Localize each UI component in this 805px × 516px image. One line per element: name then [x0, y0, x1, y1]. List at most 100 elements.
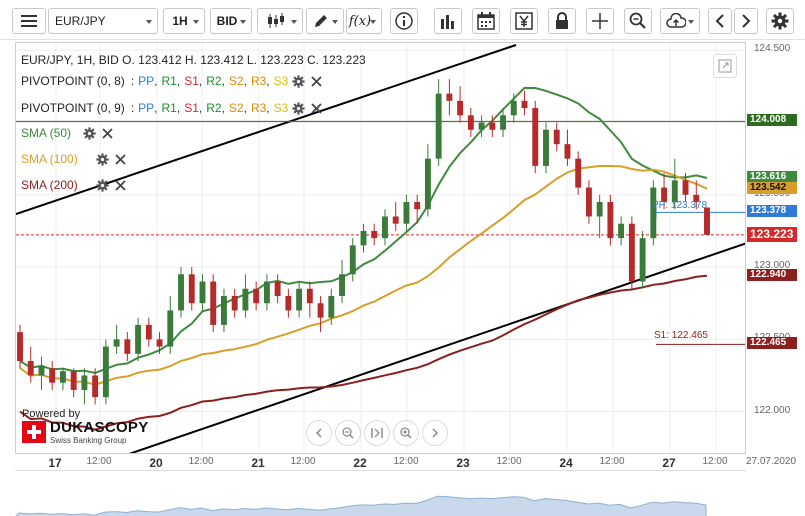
time-label: 23 — [456, 456, 470, 470]
scroll-right-button[interactable] — [734, 8, 758, 34]
candle-body — [628, 223, 635, 282]
pivot-level-separator: , — [198, 74, 203, 88]
sma-legend-row[interactable]: SMA (100) — [21, 151, 126, 167]
candle-body — [607, 202, 614, 239]
sma-legend-row[interactable]: SMA (200) — [21, 177, 126, 193]
candle-body — [403, 202, 410, 224]
side-selector[interactable]: BID — [210, 8, 252, 34]
candle-body — [682, 180, 689, 195]
price-tick-label: 124.500 — [754, 43, 791, 55]
candle-body — [145, 324, 152, 340]
lock-button[interactable] — [548, 8, 576, 34]
candles — [17, 79, 710, 405]
crosshair-button[interactable] — [586, 8, 614, 34]
candle — [70, 368, 77, 398]
zoom-button[interactable] — [624, 8, 652, 34]
pivot-level-name: R2 — [206, 101, 222, 115]
candle-body — [156, 339, 163, 347]
hamburger-icon — [21, 15, 37, 27]
settings-button[interactable] — [766, 8, 794, 34]
candle-body — [704, 207, 710, 235]
candle-body — [135, 324, 142, 354]
lock-icon — [556, 12, 568, 29]
drawing-tools-button[interactable] — [306, 8, 344, 34]
pivot-s1-label: S1: 122.465 — [654, 330, 708, 341]
volume-button[interactable] — [434, 8, 462, 34]
pivot-level-name: R3 — [250, 101, 267, 115]
close-icon[interactable] — [311, 102, 322, 114]
chart-type-button[interactable] — [257, 8, 303, 34]
candle-body — [478, 122, 485, 130]
candle — [102, 339, 109, 405]
candle — [167, 295, 174, 354]
pivot-legend-row[interactable]: PIVOTPOINT (0, 8): PP, R1, S1, R2, S2, R3, S3 — [21, 73, 322, 89]
close-icon[interactable] — [311, 75, 322, 87]
candle-body — [349, 245, 356, 275]
close-icon[interactable] — [102, 127, 113, 139]
zoom-out-icon — [342, 427, 354, 439]
period-selector[interactable]: 1H — [163, 8, 205, 34]
time-label: 12:00 — [393, 456, 419, 467]
candle-body — [70, 371, 77, 390]
gear-icon[interactable] — [96, 152, 109, 166]
gear-icon[interactable] — [292, 74, 305, 88]
candle — [618, 216, 625, 246]
close-icon[interactable] — [115, 153, 126, 165]
time-label: 27 — [662, 456, 676, 470]
currency-button[interactable] — [510, 8, 538, 34]
navigator-svg[interactable] — [15, 471, 746, 516]
gear-icon[interactable] — [96, 178, 109, 192]
pan-right-button[interactable] — [422, 420, 448, 446]
scroll-left-button[interactable] — [708, 8, 732, 34]
price-tag: 123.378 — [747, 205, 797, 218]
pan-left-button[interactable] — [306, 420, 332, 446]
pivot-legend-row[interactable]: PIVOTPOINT (0, 9): PP, R1, S1, R2, S2, R3, S3 — [21, 100, 322, 116]
close-icon[interactable] — [115, 179, 126, 191]
candle-body — [124, 339, 131, 354]
instrument-label: EUR/JPY — [55, 14, 106, 28]
navigator-overview[interactable] — [15, 470, 746, 516]
candle-body — [618, 223, 625, 239]
chevron-right-icon — [432, 428, 439, 438]
indicators-button[interactable]: f(x) — [346, 8, 382, 34]
time-axis[interactable]: 17 12:00 20 12:00 21 12:00 22 12:00 23 12:00 24 12:… — [15, 454, 805, 470]
zoom-out-button[interactable] — [335, 420, 361, 446]
candle-body — [167, 310, 174, 347]
candle — [704, 207, 710, 235]
candle — [38, 356, 45, 390]
candle — [371, 223, 378, 246]
calendar-button[interactable] — [472, 8, 500, 34]
pivot-level-separator: , — [243, 101, 247, 115]
chevron-left-icon — [315, 428, 322, 438]
candle-body — [221, 295, 227, 325]
yen-icon — [515, 12, 533, 30]
sma-legend-row[interactable]: SMA (50) — [21, 125, 113, 141]
chart-canvas[interactable] — [15, 42, 746, 454]
candle — [403, 194, 410, 231]
price-axis[interactable]: 124.500124.000123.500123.000122.500122.0… — [746, 42, 805, 454]
pivot-level-separator: , — [154, 101, 158, 115]
sma-legend-label: SMA (50) — [21, 126, 72, 140]
chart-nav-buttons — [306, 420, 448, 446]
candle — [178, 267, 184, 318]
candle-body — [693, 194, 700, 203]
candle-body — [339, 274, 345, 296]
zoom-in-button[interactable] — [393, 420, 419, 446]
menu-button[interactable] — [12, 8, 46, 34]
time-label: 24 — [559, 456, 573, 470]
chart-svg[interactable] — [16, 43, 746, 454]
instrument-selector[interactable]: EUR/JPY — [48, 8, 158, 34]
candle — [607, 194, 614, 246]
upload-button[interactable] — [660, 8, 700, 34]
candle-body — [382, 216, 388, 239]
expand-chart-button[interactable] — [713, 54, 737, 78]
branding: Powered by DUKASCOPY Swiss Banking Group — [22, 408, 148, 445]
reset-zoom-button[interactable] — [364, 420, 390, 446]
gear-icon[interactable] — [83, 126, 96, 140]
candle — [478, 115, 485, 137]
gear-icon[interactable] — [292, 101, 305, 115]
ohlc-legend: EUR/JPY, 1H, BID O. 123.412 H. 123.412 L… — [21, 53, 366, 67]
info-button[interactable] — [390, 8, 418, 34]
candle-body — [446, 93, 453, 101]
candle — [489, 115, 496, 137]
